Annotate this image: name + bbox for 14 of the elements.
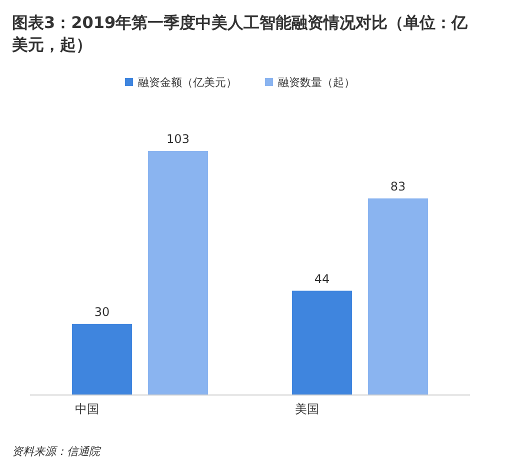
data-label: 103	[166, 132, 190, 146]
data-label: 30	[94, 304, 110, 319]
x-tick-label: 美国	[295, 402, 319, 416]
chart-title: 图表3：2019年第一季度中美人工智能融资情况对比（单位：亿美元，起）	[11, 13, 469, 54]
legend-label: 融资数量（起）	[278, 76, 355, 89]
data-label: 44	[314, 272, 330, 286]
legend-label: 融资金额（亿美元）	[138, 76, 237, 89]
bar	[72, 324, 132, 395]
bar	[148, 151, 208, 395]
bar	[292, 290, 352, 395]
x-tick-label: 中国	[75, 402, 99, 416]
text: 资料来源：信通院	[12, 445, 102, 458]
data-label: 83	[390, 179, 406, 194]
bar	[368, 198, 428, 395]
